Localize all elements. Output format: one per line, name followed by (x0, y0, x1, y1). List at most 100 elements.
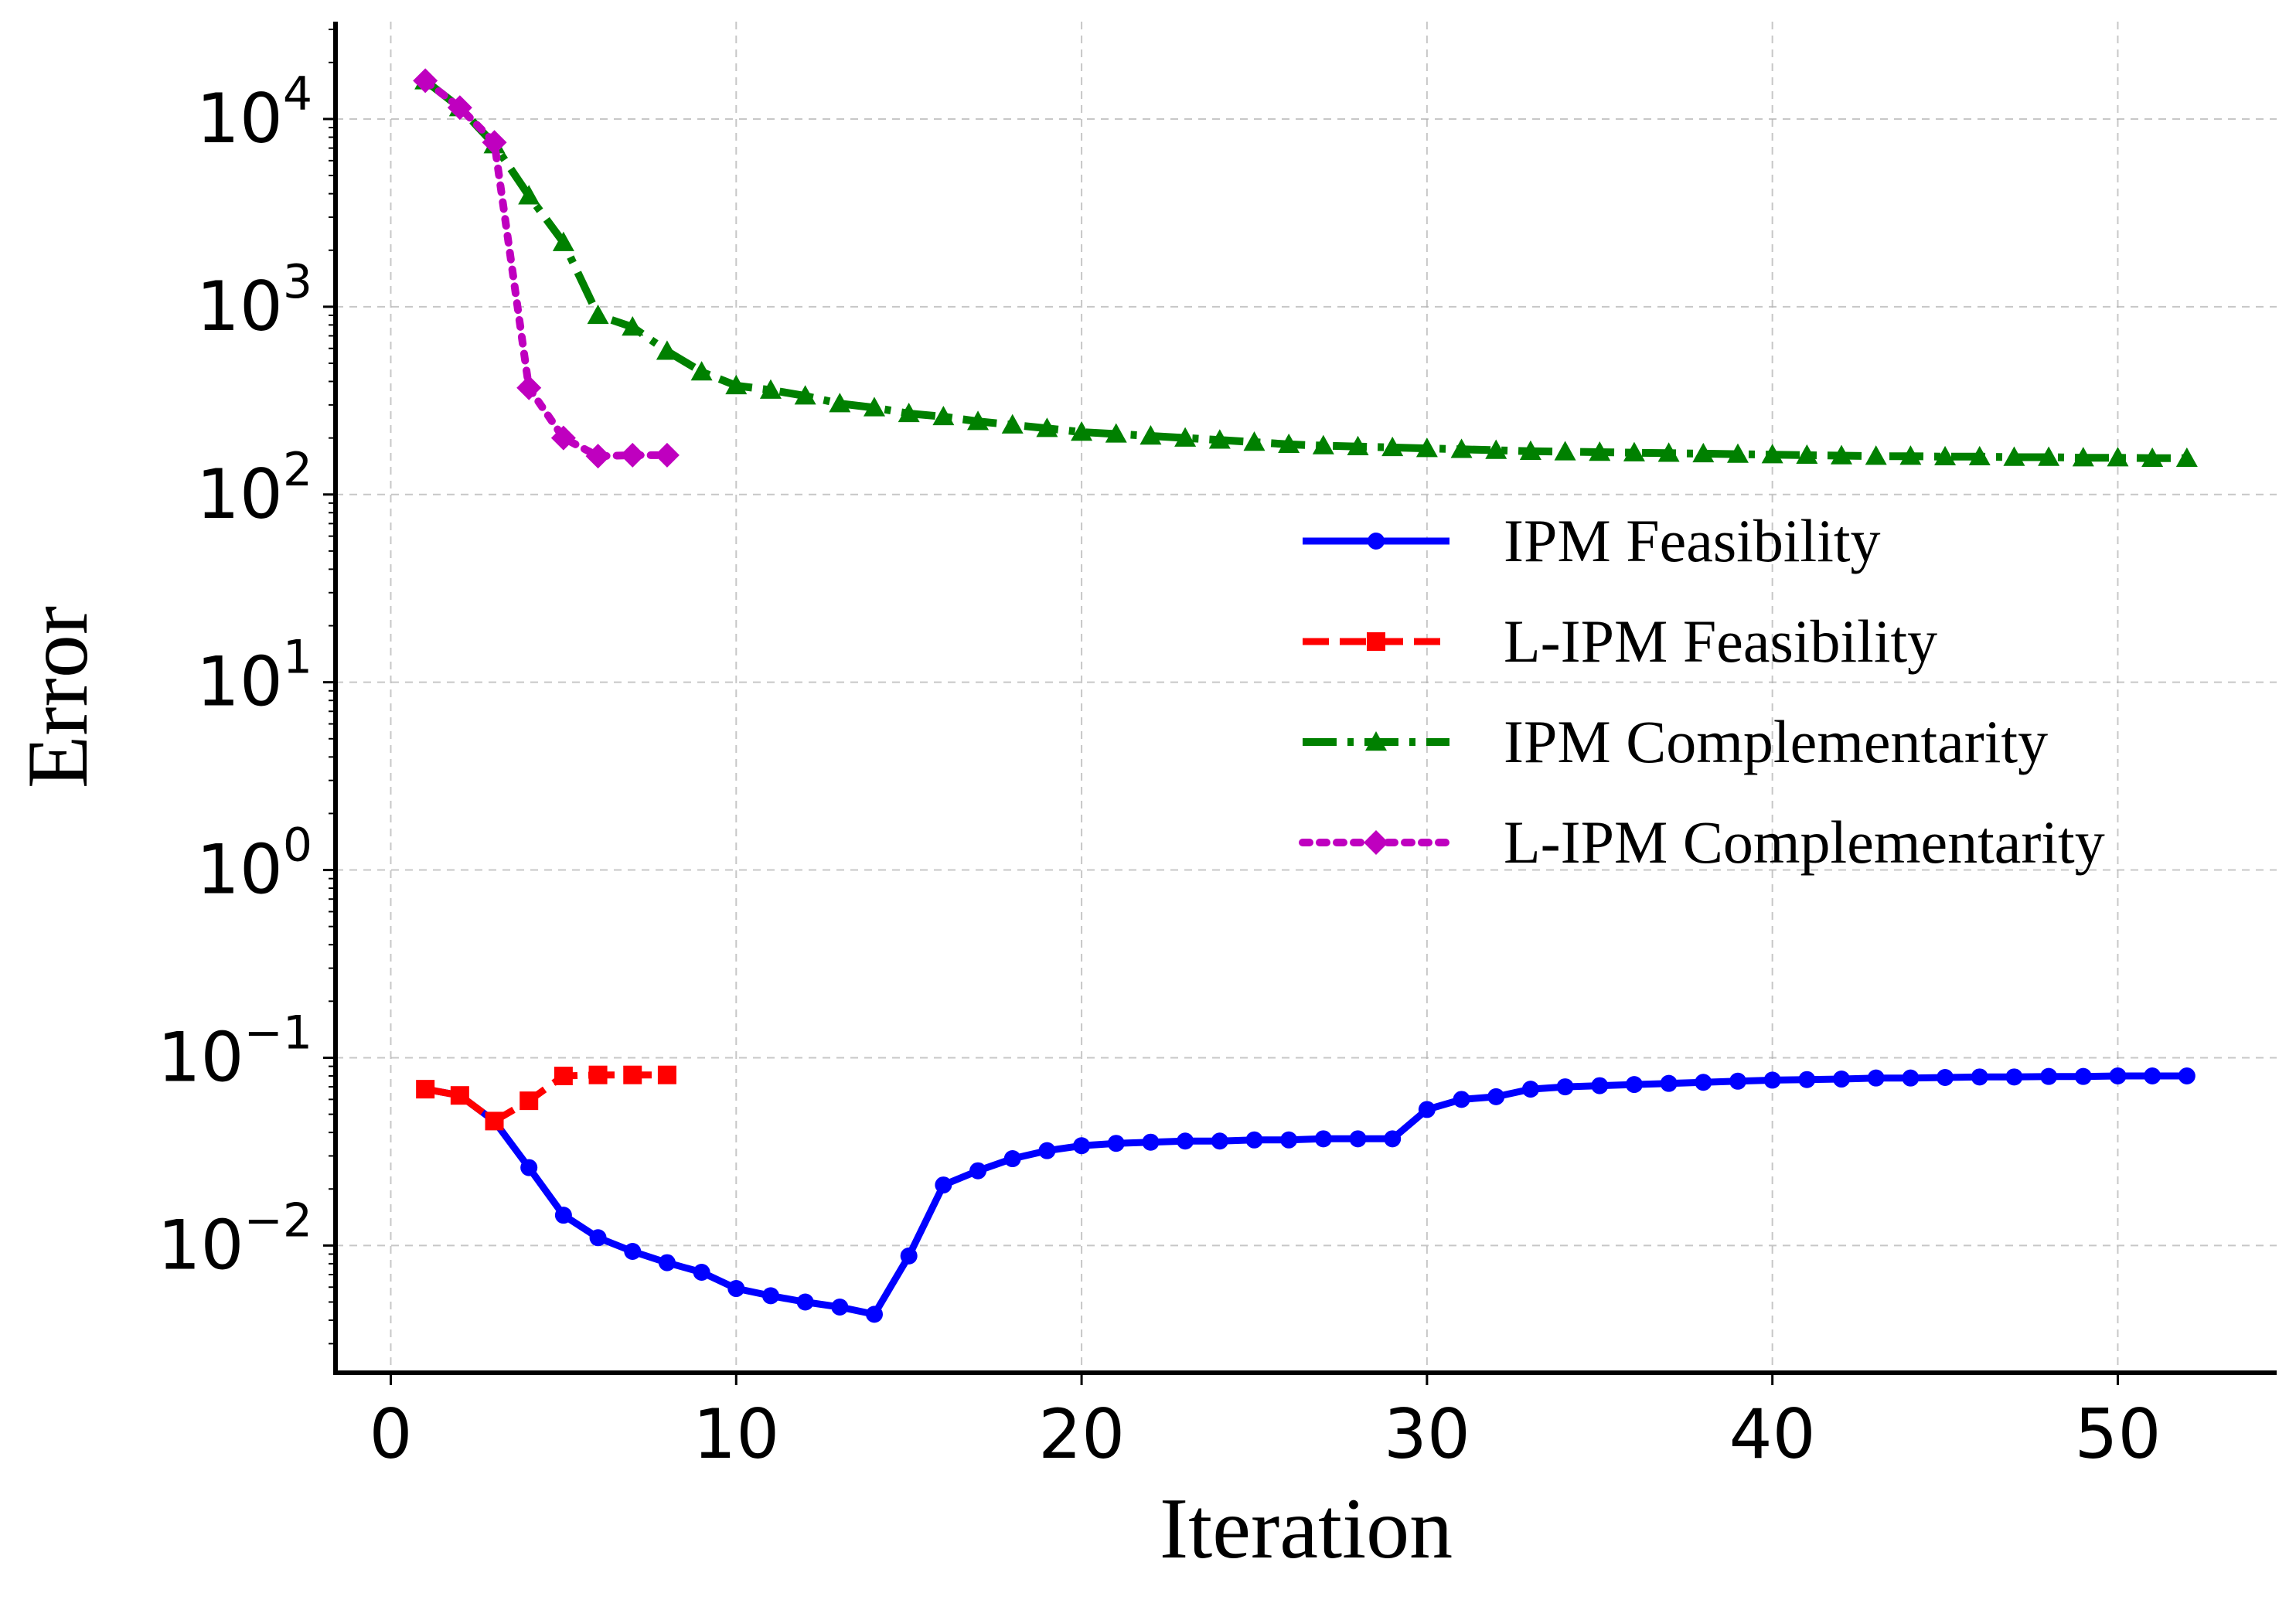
data-point (1278, 433, 1300, 454)
data-point (587, 304, 609, 325)
data-point (693, 1264, 710, 1282)
data-point (898, 402, 920, 423)
data-point (1761, 444, 1783, 464)
data-point (2074, 1067, 2092, 1085)
data-point (1314, 1130, 1332, 1148)
data-point (831, 1299, 849, 1316)
legend-label: L-IPM Complementarity (1504, 809, 2105, 876)
y-axis-title: Error (10, 606, 106, 788)
data-point (2178, 1067, 2196, 1085)
data-point (624, 1243, 642, 1261)
series-line (424, 1072, 2187, 1318)
data-point (1660, 1074, 1678, 1092)
data-point (1657, 442, 1680, 462)
data-point (1692, 442, 1715, 463)
data-point (1729, 1072, 1746, 1090)
series-l-ipm-feasibility (416, 1065, 676, 1131)
x-tick-label: 20 (1038, 1394, 1125, 1474)
data-point (690, 361, 713, 381)
legend-marker (1368, 533, 1385, 550)
data-point (554, 1067, 573, 1086)
data-point (1487, 1088, 1505, 1105)
data-point (1349, 1130, 1367, 1148)
data-point (1623, 441, 1645, 461)
data-point (1625, 1076, 1643, 1094)
data-point (1450, 438, 1473, 458)
legend-label: IPM Feasibility (1504, 507, 1881, 574)
data-point (1968, 445, 1991, 466)
data-point (1418, 1101, 1436, 1118)
data-point (1347, 435, 1369, 455)
data-point (967, 410, 990, 431)
data-point (1243, 431, 1266, 451)
y-tick-label: 10−1 (158, 1006, 312, 1097)
data-point (1036, 417, 1058, 437)
x-tick-label: 40 (1729, 1394, 1816, 1474)
y-tick-label: 10−2 (158, 1193, 312, 1285)
x-axis-title: Iteration (1160, 1481, 1453, 1577)
y-ticks: 10−2 10−1 100 101 102 103 104 (158, 29, 336, 1345)
legend-marker (1367, 632, 1385, 651)
data-point (727, 1280, 745, 1298)
series-ipm-feasibility (417, 1067, 2196, 1323)
data-point (1521, 1081, 1539, 1098)
data-point (1867, 1069, 1885, 1087)
data-point (969, 1162, 987, 1180)
series-line (421, 77, 671, 461)
y-tick-label: 104 (196, 67, 312, 158)
data-point (447, 95, 472, 121)
data-point (416, 1080, 435, 1099)
y-tick-label: 102 (196, 443, 312, 534)
data-point (413, 68, 438, 94)
y-tick-label: 101 (196, 631, 312, 722)
x-tick-label: 50 (2074, 1394, 2161, 1474)
series-l-ipm-complementarity (413, 68, 680, 469)
data-point (550, 425, 576, 451)
x-tick-label: 10 (693, 1394, 779, 1474)
data-point (1105, 423, 1127, 443)
data-point (654, 442, 680, 468)
data-point (1071, 421, 1093, 441)
data-point (520, 1159, 538, 1176)
data-point (1798, 1071, 1816, 1088)
data-point (1554, 441, 1576, 461)
data-point (516, 375, 542, 400)
data-point (589, 1229, 607, 1247)
series-layer (413, 68, 2198, 1323)
axes-layer (333, 22, 2277, 1375)
data-point (1174, 427, 1197, 447)
data-point (518, 185, 540, 205)
data-point (552, 231, 574, 251)
series-line (423, 77, 2187, 462)
data-point (864, 397, 886, 417)
data-point (759, 379, 782, 399)
legend-marker (1364, 830, 1388, 855)
legend-label: IPM Complementarity (1504, 708, 2048, 775)
data-point (2144, 1067, 2161, 1085)
data-point (2038, 446, 2060, 466)
data-point (866, 1306, 884, 1323)
data-point (1415, 437, 1438, 458)
x-tick-label: 30 (1384, 1394, 1470, 1474)
data-point (1280, 1131, 1298, 1149)
data-point (1796, 444, 1818, 465)
data-point (485, 1111, 504, 1131)
data-point (482, 130, 507, 155)
data-point (1899, 445, 1922, 465)
data-point (1589, 441, 1611, 461)
y-tick-label: 100 (196, 819, 312, 910)
data-point (1208, 429, 1231, 449)
data-point (1865, 445, 1887, 465)
data-point (657, 1065, 676, 1084)
data-point (900, 1247, 918, 1265)
data-point (1453, 1091, 1470, 1108)
data-point (1831, 444, 1853, 465)
data-point (554, 1207, 572, 1224)
data-point (2072, 447, 2094, 467)
data-point (829, 393, 851, 413)
data-point (1001, 414, 1024, 434)
data-point (1902, 1069, 1920, 1087)
data-point (622, 316, 644, 336)
data-point (1139, 425, 1162, 445)
data-point (2003, 446, 2025, 466)
